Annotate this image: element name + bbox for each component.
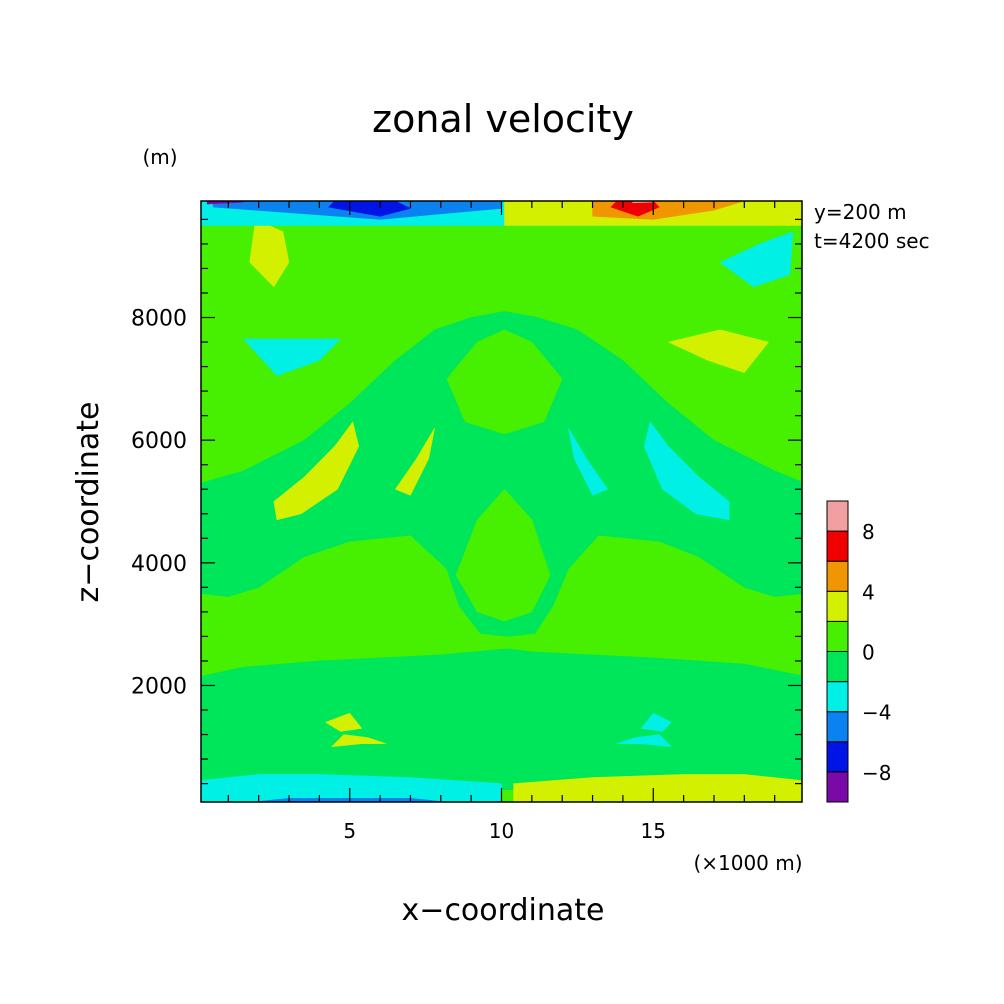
- contour-region-13: [325, 712, 363, 732]
- contour-region-5: [249, 219, 290, 288]
- contour-region-12: [568, 427, 608, 496]
- y-unit-label: (m): [142, 145, 177, 169]
- colorbar-swatch-6: [826, 590, 849, 622]
- y-tick-label: 4000: [131, 552, 187, 577]
- annotation-time: t=4200 sec: [814, 229, 930, 253]
- colorbar-swatch-3: [826, 681, 849, 713]
- contour-region-1: [201, 311, 802, 637]
- colorbar-tick-label: 4: [862, 580, 875, 604]
- contour-region-7: [243, 338, 341, 377]
- contour-region-14: [331, 734, 387, 748]
- contour-region-16: [616, 734, 672, 748]
- contour-region-11: [395, 427, 435, 496]
- y-axis-label: z−coordinate: [71, 402, 106, 603]
- contour-region-9: [273, 421, 360, 521]
- colorbar-swatch-0: [826, 771, 849, 803]
- colorbar-swatch-4: [826, 651, 849, 683]
- y-tick-label: 8000: [131, 307, 187, 332]
- x-tick-label: 10: [489, 819, 514, 843]
- colorbar-swatch-1: [826, 741, 849, 773]
- x-tick-label: 5: [343, 819, 356, 843]
- contour-region-8: [668, 329, 769, 373]
- contour-fill-regions: [201, 201, 802, 802]
- colorbar-tick-label: −8: [862, 761, 891, 785]
- colorbar-swatch-9: [826, 500, 849, 532]
- contour-region-22: [328, 201, 411, 217]
- contour-region-15: [640, 712, 672, 732]
- colorbar-swatch-8: [826, 530, 849, 562]
- chart-title: zonal velocity: [372, 97, 634, 141]
- contour-region-23: [206, 201, 244, 205]
- y-tick-label: 2000: [131, 674, 187, 699]
- colorbar-swatch-2: [826, 711, 849, 743]
- annotation-y-position: y=200 m: [814, 200, 907, 224]
- x-axis-ticks: 5 10 15: [227, 201, 776, 843]
- colorbar-tick-label: 8: [862, 520, 875, 544]
- y-tick-label: 6000: [131, 429, 187, 454]
- contour-region-3: [446, 329, 563, 435]
- colorbar: −8 −4 0 4 8: [826, 500, 891, 803]
- contour-region-2: [455, 488, 551, 622]
- colorbar-swatch-7: [826, 560, 849, 592]
- x-tick-label: 15: [641, 819, 666, 843]
- contour-region-6: [719, 231, 794, 288]
- x-unit-label: (×1000 m): [693, 851, 802, 875]
- x-axis-label: x−coordinate: [402, 893, 605, 928]
- contour-region-0: [201, 648, 802, 790]
- colorbar-swatch-5: [826, 620, 849, 653]
- contour-region-18: [513, 774, 802, 802]
- colorbar-tick-label: −4: [862, 701, 891, 725]
- contour-region-10: [643, 421, 730, 521]
- y-axis-ticks: 2000 4000 6000 8000: [131, 218, 802, 785]
- colorbar-tick-label: 0: [862, 641, 875, 665]
